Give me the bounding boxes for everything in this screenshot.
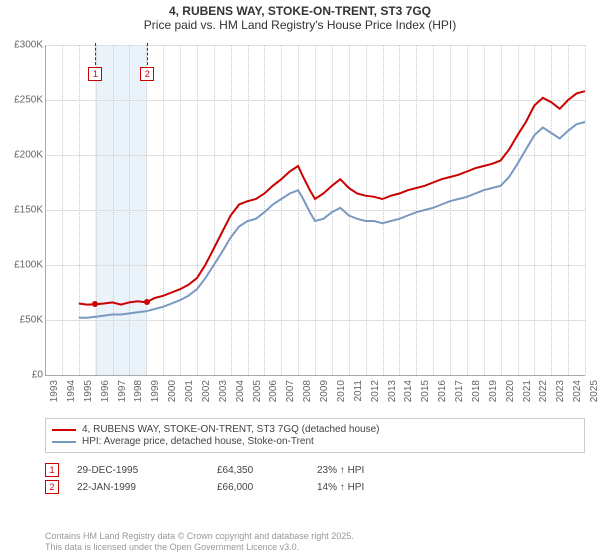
- footer-line2: This data is licensed under the Open Gov…: [45, 542, 354, 554]
- legend-label: 4, RUBENS WAY, STOKE-ON-TRENT, ST3 7GQ (…: [82, 424, 380, 435]
- chart-title: 4, RUBENS WAY, STOKE-ON-TRENT, ST3 7GQ: [0, 0, 600, 18]
- table-row: 2 22-JAN-1999£66,00014% ↑ HPI: [45, 480, 437, 494]
- legend-row: 4, RUBENS WAY, STOKE-ON-TRENT, ST3 7GQ (…: [52, 424, 578, 435]
- marker-box: 1: [88, 67, 102, 81]
- table-row: 1 29-DEC-1995£64,35023% ↑ HPI: [45, 463, 437, 477]
- footer-text: Contains HM Land Registry data © Crown c…: [45, 531, 354, 554]
- row-price: £66,000: [217, 482, 317, 493]
- legend: 4, RUBENS WAY, STOKE-ON-TRENT, ST3 7GQ (…: [45, 418, 585, 453]
- marker-dot: [144, 299, 150, 305]
- legend-row: HPI: Average price, detached house, Stok…: [52, 436, 578, 447]
- row-marker: 1: [45, 463, 59, 477]
- gridline-v: [585, 45, 586, 375]
- row-price: £64,350: [217, 465, 317, 476]
- transaction-table: 1 29-DEC-1995£64,35023% ↑ HPI 2 22-JAN-1999…: [45, 460, 437, 497]
- y-tick-label: £200K: [0, 150, 43, 161]
- marker-dot: [92, 301, 98, 307]
- series-red: [79, 91, 585, 304]
- legend-label: HPI: Average price, detached house, Stok…: [82, 436, 314, 447]
- series-blue: [79, 122, 585, 318]
- y-tick-label: £250K: [0, 95, 43, 106]
- marker-box: 2: [140, 67, 154, 81]
- marker-tick: [95, 43, 96, 65]
- footer-line1: Contains HM Land Registry data © Crown c…: [45, 531, 354, 543]
- row-marker: 2: [45, 480, 59, 494]
- row-pct: 23% ↑ HPI: [317, 465, 437, 476]
- y-tick-label: £0: [0, 370, 43, 381]
- marker-tick: [147, 43, 148, 65]
- y-tick-label: £100K: [0, 260, 43, 271]
- legend-swatch: [52, 429, 76, 431]
- chart-subtitle: Price paid vs. HM Land Registry's House …: [0, 18, 600, 36]
- y-tick-label: £50K: [0, 315, 43, 326]
- x-axis: [45, 375, 585, 376]
- row-date: 29-DEC-1995: [77, 465, 217, 476]
- y-tick-label: £150K: [0, 205, 43, 216]
- row-pct: 14% ↑ HPI: [317, 482, 437, 493]
- y-tick-label: £300K: [0, 40, 43, 51]
- row-date: 22-JAN-1999: [77, 482, 217, 493]
- x-tick-label: 2025: [589, 380, 600, 402]
- chart-lines: [45, 45, 585, 375]
- legend-swatch: [52, 441, 76, 443]
